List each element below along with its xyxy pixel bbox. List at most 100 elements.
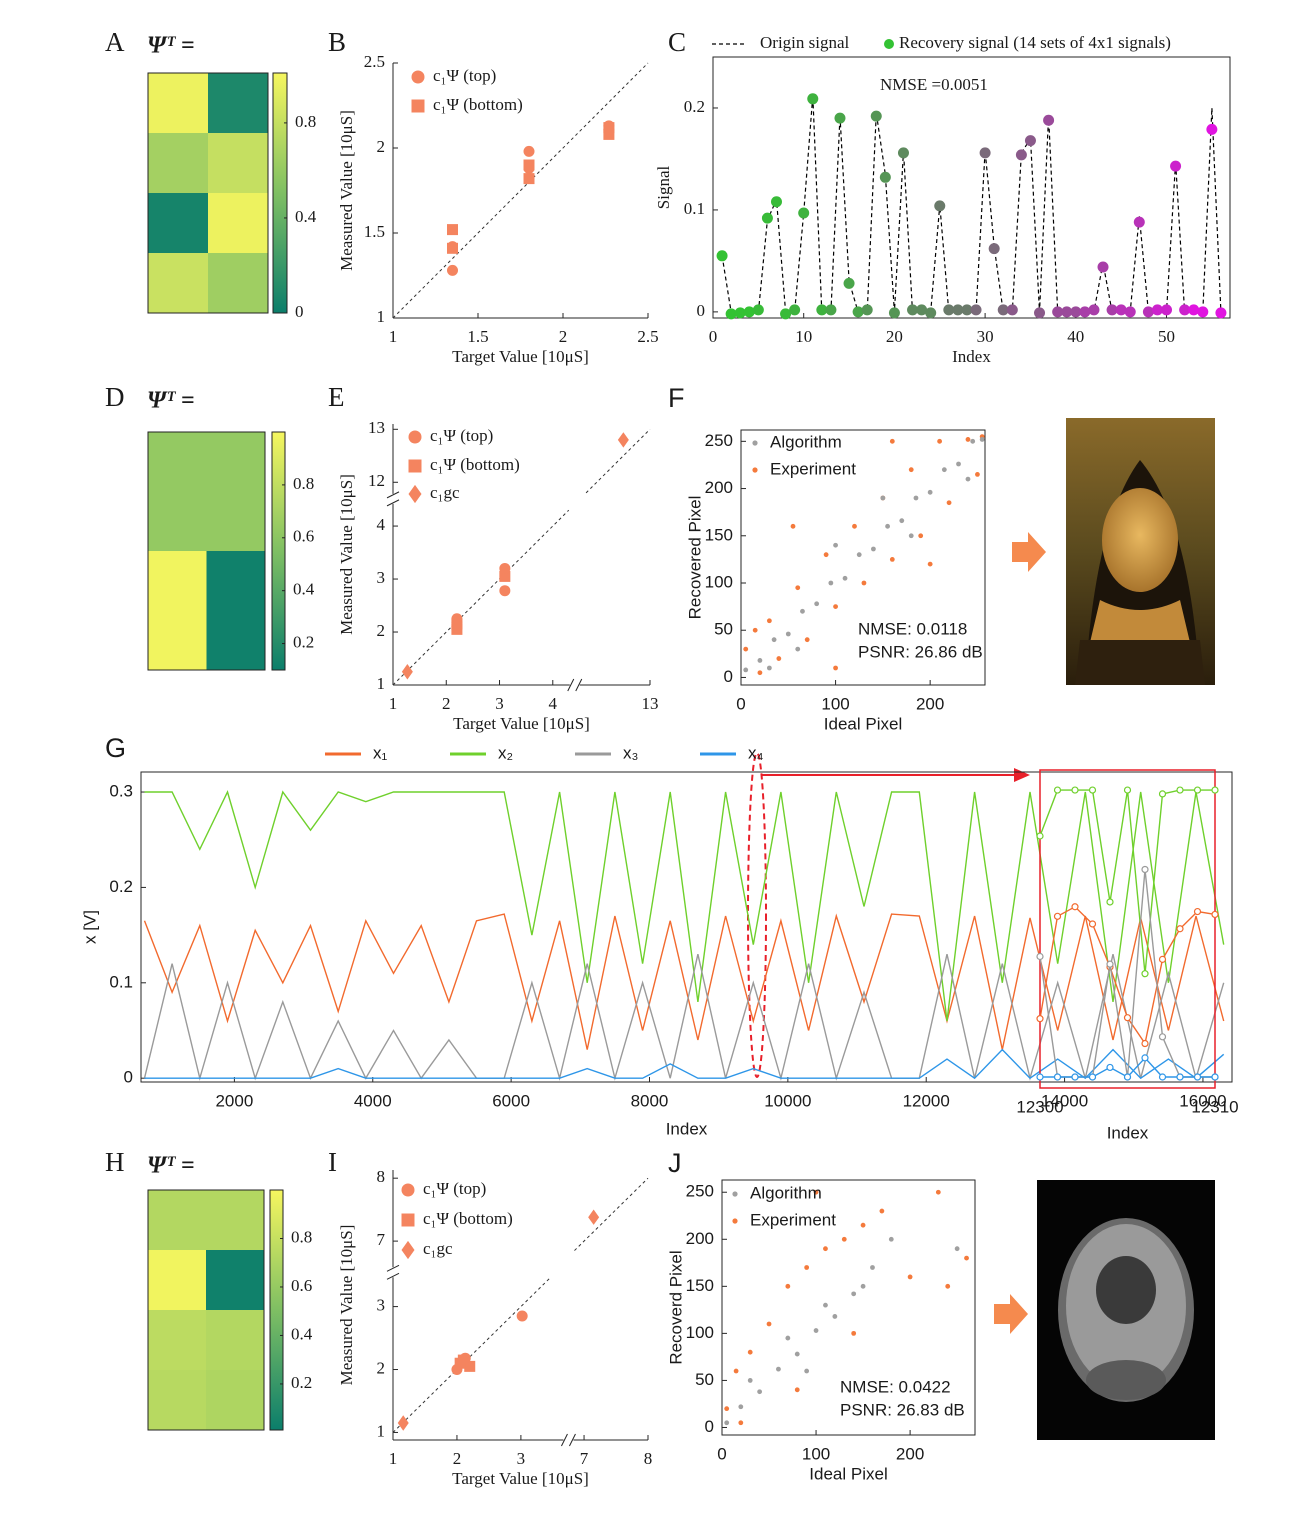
marker-dot: [823, 552, 829, 558]
heatmap-cell: [148, 491, 207, 552]
heatmap-cell: [206, 432, 266, 492]
y-tick-label: 200: [705, 478, 733, 497]
marker-dot: [908, 533, 914, 539]
x-tick-label: 1: [389, 1449, 398, 1468]
marker-dot: [804, 1368, 810, 1374]
panel-label: B: [328, 27, 346, 57]
axis-break-gap: [563, 1437, 574, 1443]
legend-marker: [411, 99, 425, 113]
colorbar: [271, 431, 286, 671]
marker-dot: [935, 1189, 941, 1195]
marker-dot: [885, 523, 890, 529]
data-point: [1124, 306, 1136, 318]
plot-frame: [140, 771, 1233, 1083]
marker-dot: [927, 561, 933, 567]
data-point: [925, 307, 937, 319]
data-point: [943, 304, 955, 316]
data-point: [1036, 832, 1044, 840]
data-point: [780, 308, 792, 320]
heatmap-cell: [208, 73, 269, 134]
data-point: [879, 171, 891, 183]
legend-marker: [732, 1191, 738, 1197]
y-tick-label: 50: [714, 620, 733, 639]
data-point: [1070, 306, 1082, 318]
image-brainstem: [1086, 1360, 1166, 1400]
heatmap-cell: [206, 1190, 265, 1251]
data-point: [716, 250, 728, 262]
axis-break: [561, 1433, 568, 1447]
data-point: [1141, 1039, 1149, 1048]
marker-dot: [823, 1302, 828, 1308]
panel-label: F: [668, 383, 685, 413]
data-point: [1170, 160, 1182, 172]
data-point: [789, 304, 801, 316]
marker-dot: [823, 1246, 828, 1252]
y-tick-label: 0: [705, 1417, 714, 1436]
marker-dot: [833, 542, 838, 548]
x-tick-label: 20: [886, 327, 903, 346]
series-line: [143, 913, 1225, 1050]
x-tick-label: 2000: [215, 1091, 253, 1110]
colorbar-tick-label: 0.4: [291, 1324, 313, 1343]
data-point: [1141, 865, 1149, 874]
data-point: [1036, 1015, 1044, 1023]
data-point: [1179, 304, 1191, 316]
data-point: [1193, 786, 1202, 794]
heatmap-cell: [208, 193, 269, 254]
data-point: [1197, 306, 1209, 318]
marker-dot: [970, 438, 976, 444]
x-tick-label: 200: [896, 1444, 924, 1463]
axis-break: [575, 678, 583, 692]
panel-label: H: [105, 1147, 125, 1177]
legend-label: c₁Ψ (bottom): [433, 95, 523, 114]
heatmap-cell: [148, 73, 209, 134]
data-point: [861, 304, 873, 316]
x-tick-label: 50: [1158, 327, 1175, 346]
marker-dot: [804, 637, 810, 643]
axis-break: [386, 491, 400, 499]
x-tick-label: 4: [549, 694, 558, 713]
marker-circle: [451, 1364, 463, 1376]
x-tick-label: 8000: [631, 1091, 669, 1110]
identity-line: [392, 509, 570, 686]
marker-dot: [908, 467, 914, 473]
marker-dot: [752, 627, 758, 633]
annotation: PSNR: 26.86 dB: [858, 642, 983, 661]
data-point: [1088, 920, 1097, 928]
data-point: [1071, 1073, 1079, 1081]
panel-label: A: [105, 27, 125, 57]
heatmap-cell: [206, 1310, 265, 1371]
marker-dot: [766, 1321, 772, 1327]
heatmap-cell: [148, 133, 209, 194]
y-tick-label: 0.2: [109, 877, 133, 896]
legend-label: x₂: [498, 743, 513, 762]
marker-dot: [738, 1420, 744, 1426]
legend-label: c₁Ψ (top): [423, 1179, 486, 1198]
y-axis-label: Measured Value [10μS]: [337, 110, 356, 271]
data-point: [1215, 307, 1227, 319]
marker-circle: [516, 1310, 528, 1322]
marker-dot: [899, 518, 905, 524]
axis-break-gap: [569, 682, 580, 688]
marker-square: [454, 1357, 466, 1369]
data-point: [970, 304, 982, 316]
panel-label: C: [668, 27, 686, 57]
reconstructed-image: [1066, 418, 1215, 685]
image-face: [1102, 488, 1178, 592]
annotation: NMSE: 0.0118: [858, 619, 967, 638]
legend-marker: [408, 484, 422, 504]
data-point: [1106, 960, 1114, 968]
axis-break-gap: [390, 493, 396, 504]
marker-dot: [747, 1349, 753, 1355]
legend-label: Experiment: [770, 459, 856, 478]
y-tick-label: 1.5: [364, 222, 385, 241]
colorbar: [272, 72, 288, 314]
y-axis-label: Measured Value [10μS]: [337, 1225, 356, 1386]
marker-dot: [833, 665, 838, 671]
data-point: [743, 306, 755, 318]
data-point: [1211, 786, 1219, 794]
marker-dot: [889, 438, 895, 444]
marker-dot: [832, 1314, 838, 1319]
annotation: NMSE: 0.0422: [840, 1377, 951, 1396]
